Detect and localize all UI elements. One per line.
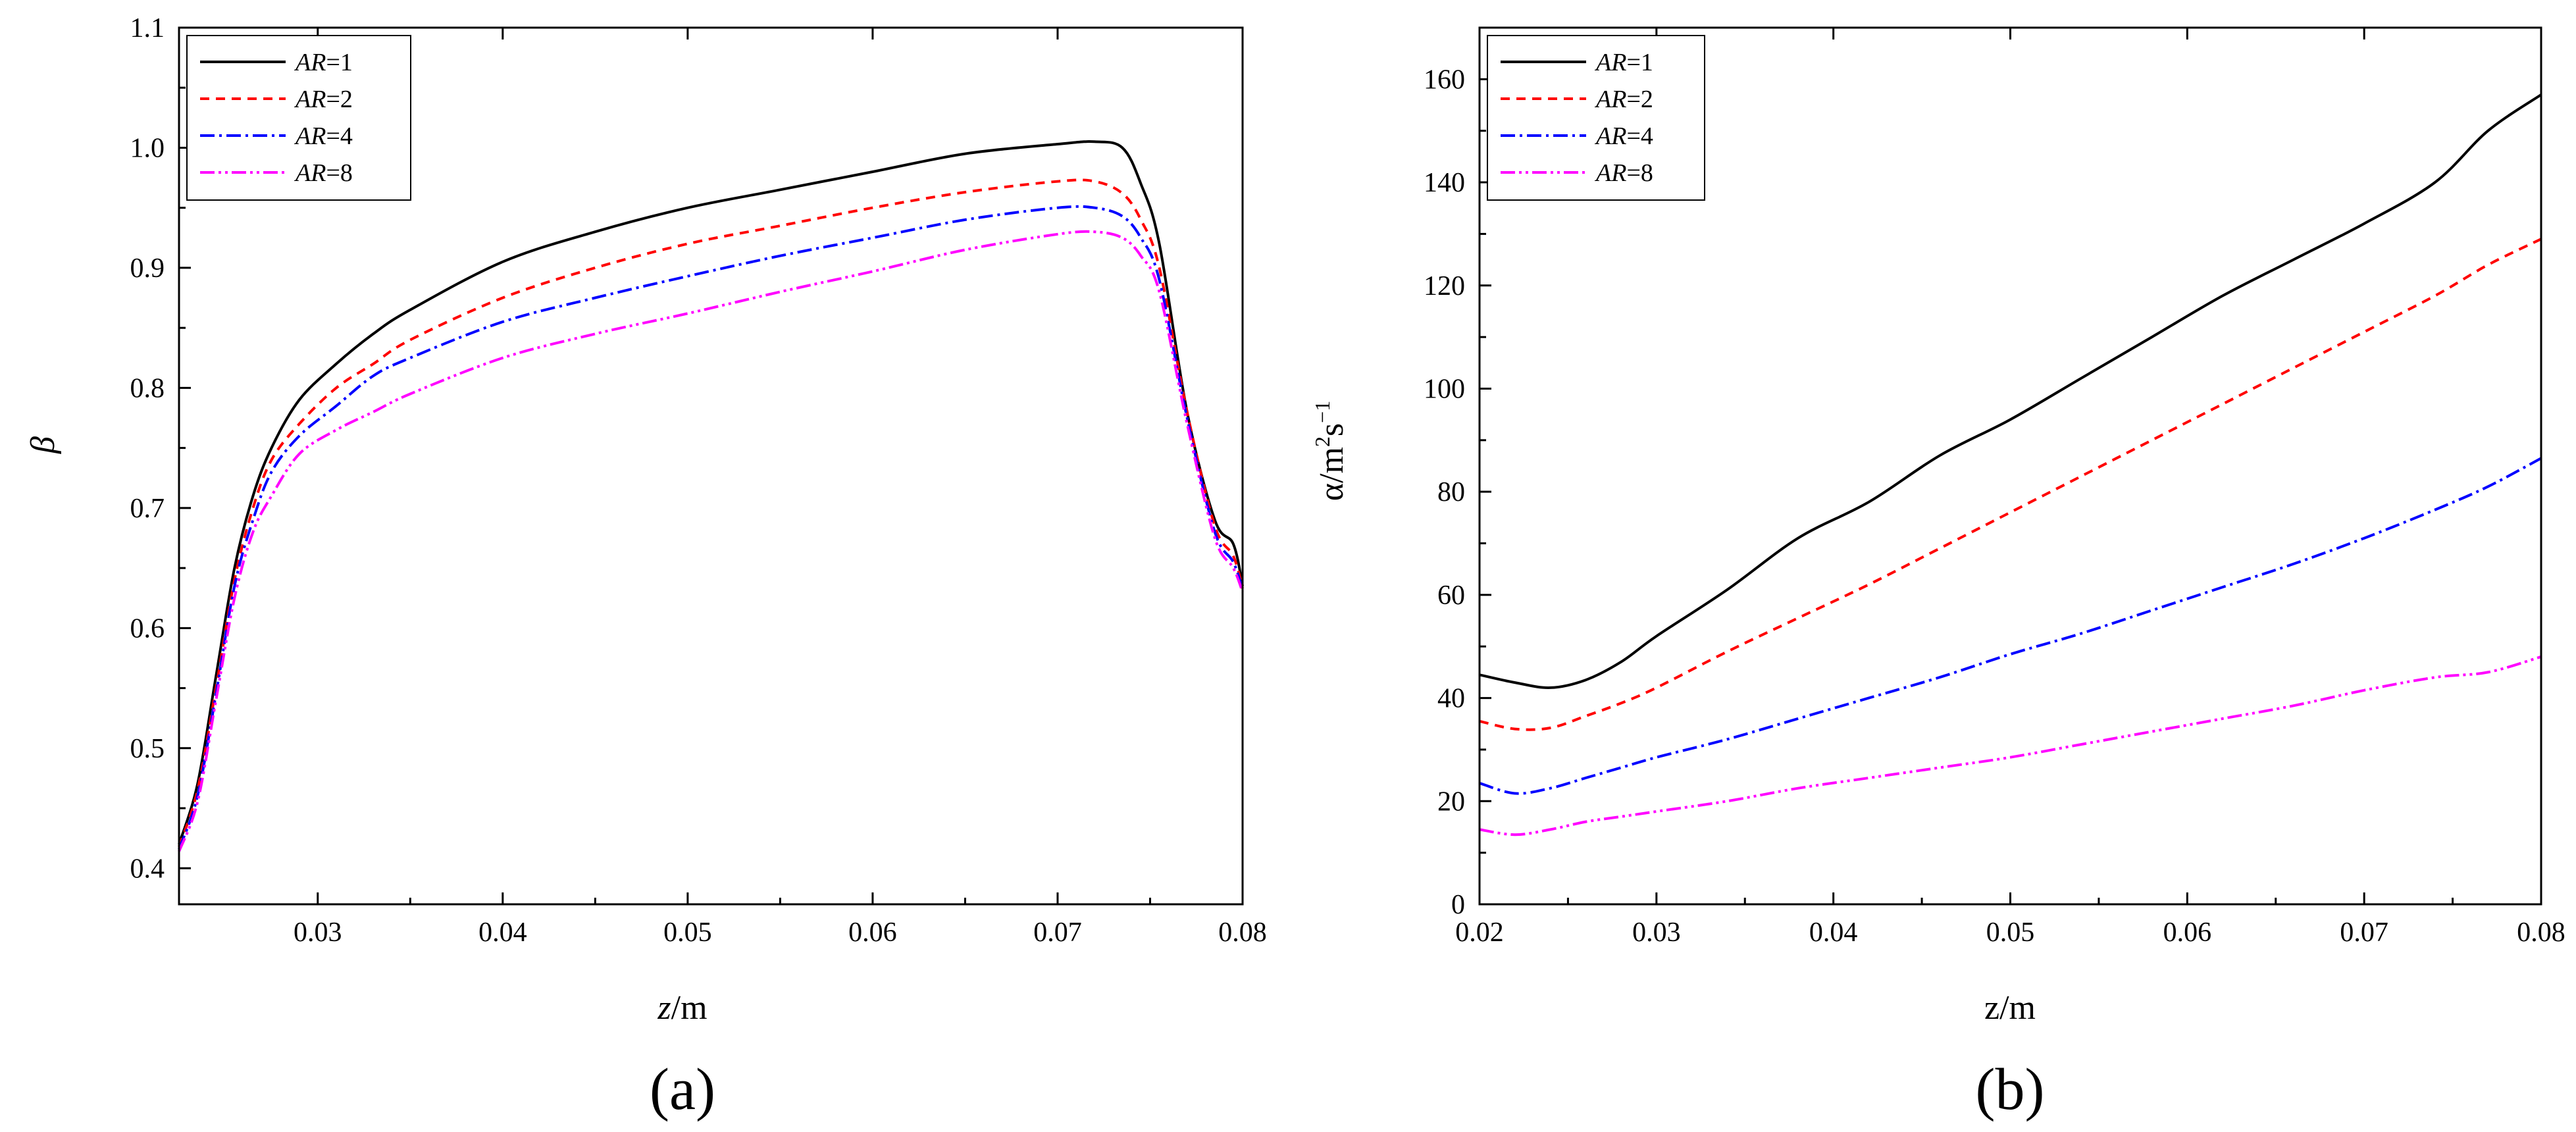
- y-tick-label-b: 80: [1437, 477, 1465, 507]
- x-tick-label-b: 0.03: [1632, 917, 1681, 948]
- ylabel-b-base: α/m: [1313, 447, 1351, 501]
- legend-b: AR=1AR=2AR=4AR=8: [1487, 35, 1705, 201]
- legend-label-AR2-a: AR=2: [294, 86, 353, 113]
- legend-prefix: AR: [1594, 49, 1626, 76]
- legend-value: =4: [1626, 122, 1653, 150]
- y-tick-label-b: 120: [1424, 271, 1465, 301]
- ylabel-b: α/m2s−1: [1310, 401, 1351, 501]
- legend-label-AR4-a: AR=4: [294, 122, 353, 150]
- ylabel-a: β: [24, 436, 62, 454]
- y-tick-label-b: 40: [1437, 684, 1465, 714]
- legend-prefix: AR: [294, 159, 326, 187]
- legend-value: =2: [1626, 86, 1653, 113]
- series-line-AR4-a: [178, 205, 1244, 850]
- plot-frame-b: [1478, 26, 2542, 906]
- panel-label-a: (a): [650, 1057, 715, 1122]
- x-tick-label-b: 0.02: [1455, 917, 1504, 948]
- series-line-AR2-a: [178, 178, 1244, 848]
- y-tick-label-a: 0.9: [130, 253, 165, 284]
- x-tick-label-a: 0.04: [478, 917, 527, 948]
- y-tick-label-a: 0.8: [130, 373, 165, 403]
- x-tick-label-b: 0.07: [2340, 917, 2388, 948]
- legend-value: =4: [326, 122, 352, 150]
- legend-label-AR1-a: AR=1: [294, 49, 353, 76]
- legend-prefix: AR: [1594, 159, 1626, 187]
- x-tick-label-a: 0.06: [848, 917, 897, 948]
- series-line-AR1-a: [178, 140, 1244, 845]
- x-tick-label-b: 0.08: [2517, 917, 2565, 948]
- legend-value: =8: [1626, 159, 1653, 187]
- legend-label-AR1-b: AR=1: [1594, 49, 1653, 76]
- legend-a: AR=1AR=2AR=4AR=8: [186, 35, 411, 201]
- y-tick-label-b: 160: [1424, 64, 1465, 95]
- legend-label-AR4-b: AR=4: [1594, 122, 1653, 150]
- panel-label-b: (b): [1976, 1057, 2045, 1122]
- y-tick-label-a: 0.6: [130, 613, 165, 644]
- y-tick-label-a: 0.5: [130, 734, 165, 764]
- legend-prefix: AR: [1594, 86, 1626, 113]
- plot-frame-a: [178, 26, 1244, 906]
- x-tick-label-b: 0.06: [2163, 917, 2212, 948]
- xlabel-b: z/m: [1984, 989, 2036, 1027]
- legend-value: =2: [326, 86, 352, 113]
- ylabel-b-sup1: 2: [1310, 436, 1334, 447]
- y-tick-label-a: 1.0: [130, 133, 165, 163]
- x-tick-label-b: 0.04: [1809, 917, 1858, 948]
- y-tick-label-b: 100: [1424, 374, 1465, 404]
- y-tick-label-a: 1.1: [130, 13, 165, 43]
- ylabel-b-mid: s: [1313, 423, 1351, 436]
- series-line-AR1-b: [1479, 93, 2542, 689]
- legend-label-AR8-b: AR=8: [1594, 159, 1653, 187]
- y-tick-label-a: 0.4: [130, 854, 165, 884]
- legend-label-AR8-a: AR=8: [294, 159, 353, 187]
- legend-prefix: AR: [294, 49, 326, 76]
- legend-value: =1: [326, 49, 352, 76]
- xlabel-a-italic: z: [657, 989, 671, 1027]
- legend-prefix: AR: [294, 122, 326, 150]
- legend-label-AR2-b: AR=2: [1594, 86, 1653, 113]
- chart-panel-a: 0.03 0.04 0.05 0.06 0.07 0.08 0.4 0.5 0.6 0.7 0.8 0…: [24, 13, 1267, 1122]
- legend-prefix: AR: [1594, 122, 1626, 150]
- legend-value: =1: [1626, 49, 1653, 76]
- y-tick-label-b: 20: [1437, 786, 1465, 817]
- y-tick-label-b: 0: [1451, 890, 1465, 920]
- y-tick-label-b: 140: [1424, 168, 1465, 198]
- y-tick-label-a: 0.7: [130, 494, 165, 524]
- xlabel-a: z/m: [657, 989, 707, 1027]
- series-line-AR8-a: [178, 230, 1244, 852]
- series-line-AR2-b: [1479, 238, 2542, 731]
- legend-prefix: AR: [294, 86, 326, 113]
- x-tick-label-a: 0.07: [1033, 917, 1082, 948]
- series-line-AR4-b: [1479, 457, 2542, 795]
- x-tick-label-a: 0.05: [663, 917, 712, 948]
- xlabel-a-unit: /m: [671, 989, 708, 1027]
- y-tick-label-b: 60: [1437, 580, 1465, 611]
- chart-panel-b: 0.02 0.03 0.04 0.05 0.06 0.07 0.08 0 20 40 60 80 100…: [1310, 26, 2565, 1122]
- series-line-AR8-b: [1479, 655, 2542, 836]
- x-tick-label-a: 0.08: [1218, 917, 1267, 948]
- x-tick-label-b: 0.05: [1986, 917, 2035, 948]
- legend-value: =8: [326, 159, 352, 187]
- x-tick-label-a: 0.03: [294, 917, 342, 948]
- ylabel-b-sup2: −1: [1310, 401, 1334, 423]
